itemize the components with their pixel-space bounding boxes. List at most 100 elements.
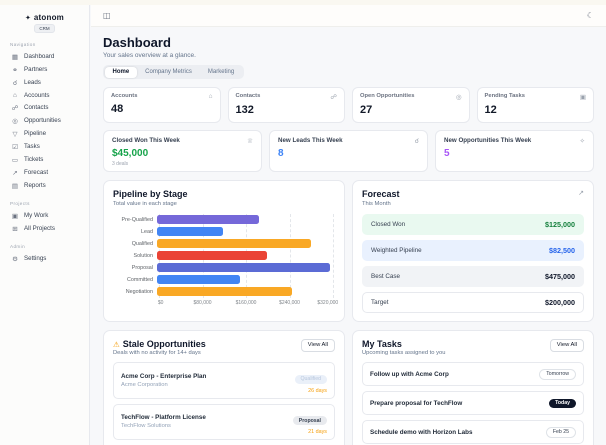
forecast-card: Forecast This Month ↗ Closed Won $125,000… <box>352 180 594 322</box>
stat-label: Pending Tasks <box>484 93 525 99</box>
stat-card-top: Pending Tasks ▣ <box>485 93 587 101</box>
sidebar-section-label: Projects <box>10 201 30 206</box>
chart-row: Qualified <box>113 238 335 250</box>
tab-company-metrics[interactable]: Company Metrics <box>145 69 192 75</box>
stat-card-top: Contacts ☍ <box>236 93 338 101</box>
sidebar-item-forecast[interactable]: ↗ Forecast <box>8 166 81 179</box>
sidebar-item-label: Partners <box>24 66 48 73</box>
sidebar-item-tickets[interactable]: ▭ Tickets <box>8 153 81 166</box>
sidebar-item-reports[interactable]: ▤ Reports <box>8 179 81 192</box>
chart-x-tick: $320,000 <box>317 299 339 306</box>
stale-item-text: TechFlow - Platform License TechFlow Solu… <box>121 414 206 429</box>
forecast-row: Target $200,000 <box>362 291 584 313</box>
task-item[interactable]: Schedule demo with Horizon Labs Feb 25 <box>362 420 584 444</box>
due-badge: Today <box>549 398 576 408</box>
opportunity-company: Acme Corporation <box>121 381 168 388</box>
tab-home[interactable]: Home <box>104 66 138 78</box>
page-top-strip <box>0 0 606 5</box>
partners-icon: ⚭ <box>12 66 18 74</box>
sidebar-item-partners[interactable]: ⚭ Partners <box>8 63 81 76</box>
stale-view-all-button[interactable]: View All <box>300 338 335 352</box>
forecast-row-label: Weighted Pipeline <box>371 246 422 254</box>
forecast-row: Closed Won $125,000 <box>362 213 584 235</box>
task-item[interactable]: Prepare proposal for TechFlow Today <box>362 391 584 415</box>
sidebar-toggle-icon[interactable]: ◫ <box>103 10 111 20</box>
forecast-title: Forecast <box>362 189 400 199</box>
tasks-title: My Tasks <box>362 338 402 349</box>
gridline <box>289 213 291 298</box>
sidebar-item-dashboard[interactable]: ▦ Dashboard <box>8 50 81 63</box>
chart-bar-track <box>157 227 333 236</box>
chart-category-label: Proposal <box>131 264 153 271</box>
highlight-label: Closed Won This Week <box>112 137 180 144</box>
chart-category-label: Pre-Qualified <box>121 216 153 223</box>
stat-value: 132 <box>235 104 254 116</box>
chart-bar <box>157 275 240 284</box>
forecast-row-value: $200,000 <box>545 297 575 307</box>
highlight-note: 3 deals <box>112 161 129 167</box>
sidebar: ✦ atonom CRM Navigation ▦ Dashboard ⚭ Partne… <box>0 5 90 445</box>
pipeline-card: Pipeline by Stage Total value in each st… <box>103 180 345 322</box>
main-content: Dashboard Your sales overview at a glanc… <box>91 27 606 445</box>
stale-opportunity-item[interactable]: TechFlow - Platform License TechFlow Solu… <box>113 403 335 440</box>
bottom-row: ⚠ Stale Opportunities Deals with no activ… <box>103 329 594 445</box>
stale-opportunity-item[interactable]: Acme Corp - Enterprise Plan Acme Corporat… <box>113 362 335 399</box>
sidebar-item-my-work[interactable]: ▣ My Work <box>8 209 81 222</box>
forecast-row-label: Best Case <box>371 272 401 280</box>
logo: ✦ atonom <box>8 13 81 22</box>
sidebar-item-all-projects[interactable]: ⊞ All Projects <box>8 222 81 235</box>
sidebar-item-settings[interactable]: ⚙ Settings <box>8 252 81 265</box>
tab-marketing[interactable]: Marketing <box>207 69 235 75</box>
highlight-card-top: New Opportunities This Week ✧ <box>444 137 585 145</box>
dashboard-icon: ▦ <box>11 53 19 61</box>
stale-subtitle: Deals with no activity for 14+ days <box>113 350 201 356</box>
stale-opportunities-card: ⚠ Stale Opportunities Deals with no activ… <box>103 329 345 445</box>
stat-value: 12 <box>484 104 497 116</box>
stale-item-meta: Qualified 26 days <box>294 367 327 394</box>
tab-bar: Home Company Metrics Marketing <box>103 65 244 79</box>
target-icon: ◎ <box>455 94 462 101</box>
sidebar-section-label: Navigation <box>10 42 36 47</box>
stat-card: Contacts ☍ 132 <box>227 87 345 123</box>
chart-category-label: Committed <box>126 276 153 283</box>
tasks-view-all-button[interactable]: View All <box>549 338 584 352</box>
all-projects-icon: ⊞ <box>12 225 18 233</box>
stat-card: Pending Tasks ▣ 12 <box>476 87 594 123</box>
chart-x-tick: $240,000 <box>279 299 300 306</box>
tickets-icon: ▭ <box>11 156 19 164</box>
stale-item-meta: Proposal 21 days <box>292 409 327 435</box>
stale-item-text: Acme Corp - Enterprise Plan Acme Corporat… <box>121 373 206 388</box>
users-icon: ☍ <box>330 94 337 101</box>
highlight-label: New Leads This Week <box>278 137 343 144</box>
forecast-row: Best Case $475,000 <box>362 265 584 287</box>
chart-category-label: Qualified <box>131 240 153 247</box>
sidebar-item-pipeline[interactable]: ▽ Pipeline <box>8 127 81 140</box>
sidebar-item-contacts[interactable]: ☍ Contacts <box>8 101 81 114</box>
sidebar-item-opportunities[interactable]: ◎ Opportunities <box>8 114 81 127</box>
chart-bar <box>157 263 331 272</box>
highlight-label: New Opportunities This Week <box>444 137 532 144</box>
opportunity-company: TechFlow Solutions <box>121 423 171 430</box>
sidebar-item-label: Pipeline <box>24 130 47 137</box>
forecast-row-label: Target <box>371 298 389 306</box>
theme-toggle-icon[interactable]: ☾ <box>586 10 594 20</box>
forecast-subtitle: This Month <box>362 200 391 207</box>
forecast-row-value: $82,500 <box>549 245 575 255</box>
sidebar-item-label: Settings <box>24 255 47 262</box>
forecast-row-value: $125,000 <box>545 219 575 229</box>
sidebar-item-label: Tasks <box>24 143 40 150</box>
accounts-icon: ⌂ <box>13 91 17 99</box>
sidebar-item-leads[interactable]: ☌ Leads <box>8 76 81 89</box>
chart-row: Committed <box>113 274 335 286</box>
sidebar-item-accounts[interactable]: ⌂ Accounts <box>8 89 81 101</box>
stale-list: Acme Corp - Enterprise Plan Acme Corporat… <box>113 362 335 445</box>
task-item[interactable]: Follow up with Acme Corp Tomorrow <box>362 362 584 386</box>
stat-label: Open Opportunities <box>360 93 415 99</box>
sparkle-icon: ✧ <box>579 138 585 145</box>
tasks-list: Follow up with Acme Corp Tomorrow Prepare … <box>362 362 584 445</box>
reports-icon: ▤ <box>11 182 19 190</box>
forecast-row-label: Closed Won <box>371 220 406 228</box>
highlight-value: 8 <box>278 148 284 159</box>
sidebar-item-tasks[interactable]: ☑ Tasks <box>8 140 81 153</box>
chart-plot: Pre-Qualified Lead Qualified Solution Propos… <box>113 213 335 298</box>
